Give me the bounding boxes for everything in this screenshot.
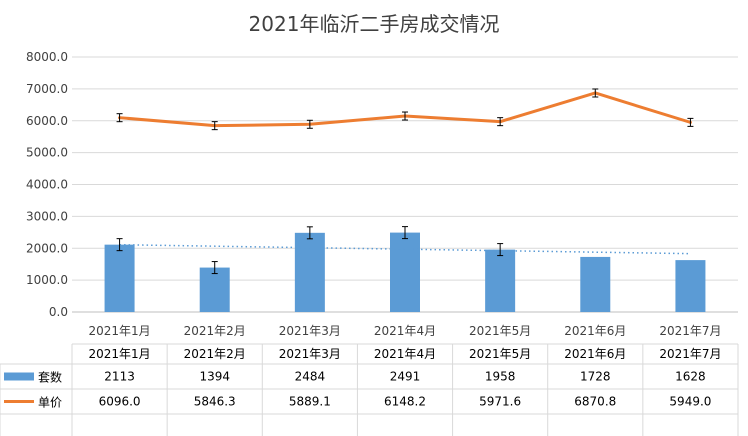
table-value-cell: 2491 [390, 370, 421, 384]
y-tick-label: 6000.0 [26, 114, 68, 128]
x-tick-label: 2021年4月 [374, 324, 436, 338]
error-bar [592, 88, 599, 98]
table-header-cell: 2021年1月 [88, 347, 150, 361]
table-value-cell: 5949.0 [669, 395, 711, 409]
table-header-cell: 2021年2月 [184, 347, 246, 361]
line-series [118, 91, 692, 128]
table-value-cell: 6870.8 [574, 395, 616, 409]
table-value-cell: 1394 [199, 370, 230, 384]
error-bar [211, 121, 218, 131]
table-value-cell: 1958 [485, 370, 516, 384]
bar [485, 249, 516, 312]
table-value-cell: 2113 [104, 370, 135, 384]
y-tick-label: 8000.0 [26, 50, 68, 64]
y-tick-label: 5000.0 [26, 146, 68, 160]
bar [675, 260, 706, 312]
error-bar [497, 243, 504, 257]
table-value-cell: 1628 [675, 370, 706, 384]
y-tick-label: 4000.0 [26, 178, 68, 192]
table-value-cell: 5971.6 [479, 395, 521, 409]
error-bar [497, 117, 504, 127]
table-value-cell: 6096.0 [99, 395, 141, 409]
x-tick-label: 2021年6月 [564, 324, 626, 338]
error-bar [402, 111, 408, 121]
legend-series-name: 套数 [38, 370, 62, 385]
table-header-cell: 2021年7月 [659, 347, 721, 361]
error-bars [116, 88, 694, 275]
error-bar [402, 226, 408, 240]
trendline-line [119, 243, 691, 255]
table-header-cell: 2021年4月 [374, 347, 436, 361]
error-bar [306, 119, 313, 129]
y-tick-label: 3000.0 [26, 209, 68, 223]
x-tick-label: 2021年1月 [88, 324, 150, 338]
y-tick-label: 1000.0 [26, 273, 68, 287]
bar-series [104, 232, 706, 312]
table-header-cell: 2021年3月 [279, 347, 341, 361]
bar [580, 256, 611, 312]
x-tick-label: 2021年5月 [469, 324, 531, 338]
data-table: 2021年1月 2021年2月 2021年3月 2021年4月 2021年5月 2021年… [0, 343, 739, 436]
error-bar [306, 226, 313, 240]
error-bar [116, 238, 123, 252]
error-bar [116, 113, 123, 123]
error-bar [211, 261, 218, 275]
legend-series-name: 单价 [38, 396, 62, 410]
bar [104, 244, 135, 312]
x-tick-label: 2021年2月 [184, 324, 246, 338]
y-axis: 0.0 1000.0 2000.0 3000.0 4000.0 5000.0 6000.0 7… [26, 50, 68, 319]
trendline [119, 243, 691, 255]
table-header-cell: 2021年5月 [469, 347, 531, 361]
error-bar [687, 117, 694, 127]
table-value-cell: 1728 [580, 370, 611, 384]
legend-key-bars [4, 372, 34, 381]
table-value-cell: 2484 [295, 370, 326, 384]
y-tick-label: 2000.0 [26, 241, 68, 255]
table-value-cell: 5846.3 [194, 395, 236, 409]
table-value-cell: 5889.1 [289, 395, 331, 409]
bar [390, 232, 420, 312]
x-tick-label: 2021年3月 [279, 324, 341, 338]
table-header-cell: 2021年6月 [564, 347, 626, 361]
x-axis-labels: 2021年1月 2021年2月 2021年3月 2021年4月 2021年5月 2021年… [88, 324, 721, 338]
chart-title: 2021年临沂二手房成交情况 [249, 12, 500, 36]
x-tick-label: 2021年7月 [659, 324, 721, 338]
bar [294, 232, 325, 312]
table-value-cell: 6148.2 [384, 395, 426, 409]
y-tick-label: 0.0 [49, 305, 68, 319]
gridlines [72, 56, 738, 313]
y-tick-label: 7000.0 [26, 82, 68, 96]
bar [199, 267, 230, 312]
